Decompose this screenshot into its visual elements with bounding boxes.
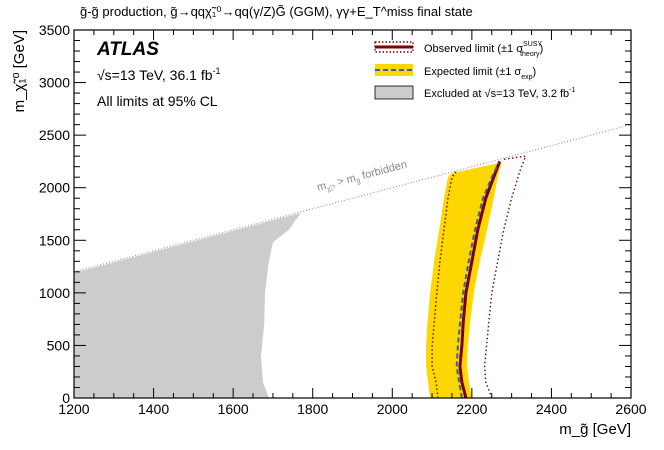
- legend: Observed limit (±1 σSUSY theory) Expected…: [374, 41, 576, 100]
- x-tick-label: 1600: [218, 401, 249, 417]
- y-tick-label: 2000: [39, 180, 70, 196]
- x-axis-label: m_g̃ [GeV]: [559, 421, 631, 438]
- diagonal-line: [73, 124, 632, 273]
- x-tick-label: 1800: [297, 401, 328, 417]
- x-tick-label: 1200: [58, 401, 89, 417]
- y-tick-label: 1000: [39, 285, 70, 301]
- expected-band: [426, 162, 502, 398]
- legend-expected: Expected limit (±1 σexp): [375, 64, 536, 81]
- x-tick-label: 2400: [536, 401, 567, 417]
- x-tick-label: 2200: [456, 401, 487, 417]
- cl-label: All limits at 95% CL: [97, 93, 218, 109]
- excluded-region: [74, 212, 301, 398]
- legend-expected-label: Expected limit (±1 σexp): [424, 66, 536, 81]
- y-tick-label: 3000: [39, 75, 70, 91]
- observed-theory-line-1: [431, 171, 457, 399]
- plot-area: [73, 124, 632, 399]
- y-tick-label: 0: [62, 390, 70, 406]
- x-tick-label: 2600: [615, 401, 646, 417]
- expected-line: [455, 162, 500, 399]
- legend-observed: Observed limit (±1 σSUSY theory): [374, 41, 543, 58]
- y-tick-label: 3500: [39, 22, 70, 38]
- y-axis-label: m_χ̃₁⁰ [GeV]: [11, 30, 28, 112]
- y-tick-label: 500: [47, 337, 71, 353]
- y-tick-label: 2500: [39, 127, 70, 143]
- observed-line: [458, 160, 502, 399]
- y-tick-label: 1500: [39, 232, 70, 248]
- legend-excluded-label: Excluded at √s=13 TeV, 3.2 fb-1: [424, 87, 576, 100]
- legend-observed-label: Observed limit (±1 σSUSY theory): [424, 41, 543, 58]
- chart-title: g̃-g̃ production, g̃→qqχ̃₁⁰→qq(γ/Z)G̃ (G…: [80, 4, 473, 19]
- legend-excluded: Excluded at √s=13 TeV, 3.2 fb-1: [374, 85, 576, 100]
- axis-ticks: 1200 1400 1600 1800 2000 2200 2400 2600 0 500 1000…: [39, 22, 647, 417]
- x-tick-label: 1400: [138, 401, 169, 417]
- energy-label: √s=13 TeV, 36.1 fb-1: [97, 66, 221, 83]
- atlas-label: ATLAS: [96, 39, 159, 60]
- x-tick-label: 2000: [377, 401, 408, 417]
- forbidden-label: mχ̃₁⁰ > mg̃ forbidden: [316, 159, 409, 196]
- legend-excluded-swatch: [374, 85, 414, 100]
